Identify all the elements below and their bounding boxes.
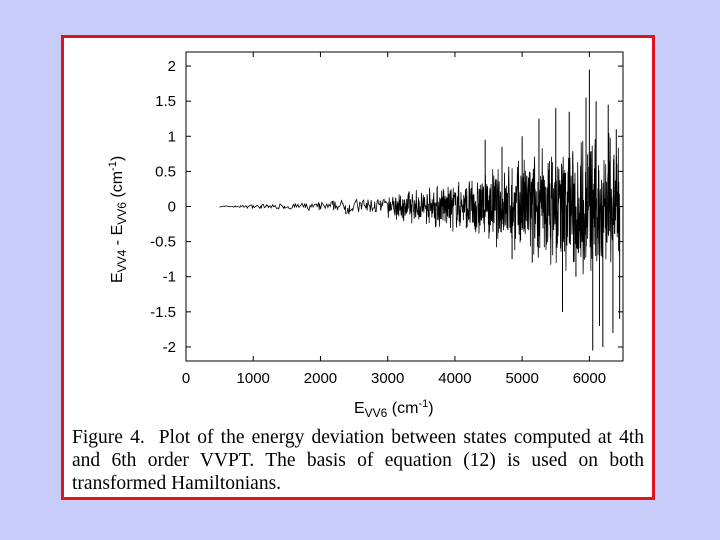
x-tick-label: 1000 xyxy=(237,370,270,387)
figure-label: Figure 4. xyxy=(72,427,145,448)
y-tick-label: 1 xyxy=(168,128,176,145)
y-label-sup: -1 xyxy=(107,161,119,171)
y-label-middle: - E xyxy=(109,225,126,250)
y-label-sub2: VV6 xyxy=(115,202,129,225)
figure-frame: 0 1000 2000 3000 4000 5000 6000 2 1.5 1 0.5 0 -0.5 -… xyxy=(61,35,655,500)
y-tick-label: 2 xyxy=(168,58,176,75)
x-label-unit-close: ) xyxy=(428,400,433,417)
x-tick-label: 2000 xyxy=(304,370,337,387)
series-line xyxy=(219,132,620,275)
y-tick-label: 0.5 xyxy=(155,163,176,180)
y-tick-label: -0.5 xyxy=(150,234,176,251)
x-tick-label: 5000 xyxy=(505,370,538,387)
y-tick-label: -1 xyxy=(163,269,176,286)
x-label-unit-open: (cm xyxy=(387,400,418,417)
x-axis-label: EVV6 (cm-1) xyxy=(354,398,434,418)
x-tick-label: 0 xyxy=(182,370,190,387)
y-axis-ticks: 2 1.5 1 0.5 0 -0.5 -1 -1.5 -2 xyxy=(150,58,623,356)
y-tick-label: 0 xyxy=(168,199,176,216)
figure-caption: Figure 4. Plot of the energy deviation be… xyxy=(72,426,644,495)
chart: 0 1000 2000 3000 4000 5000 6000 2 1.5 1 0.5 0 -0.5 -… xyxy=(107,51,624,418)
y-label-main: E xyxy=(109,272,126,283)
y-axis-label: EVV4 - EVV6 (cm-1) xyxy=(107,156,129,283)
x-axis-ticks: 0 1000 2000 3000 4000 5000 6000 xyxy=(182,52,606,387)
y-label-unit-close: ) xyxy=(109,156,126,161)
x-label-sup: -1 xyxy=(418,398,428,410)
y-label-unit-open: (cm xyxy=(109,171,126,202)
x-label-sub: VV6 xyxy=(365,406,388,418)
x-tick-label: 4000 xyxy=(438,370,471,387)
x-label-main: E xyxy=(354,400,365,417)
y-label-sub1: VV4 xyxy=(115,249,129,272)
caption-text: Plot of the energy deviation between sta… xyxy=(72,427,645,494)
y-tick-label: 1.5 xyxy=(155,93,176,110)
x-tick-label: 6000 xyxy=(573,370,606,387)
y-tick-label: -2 xyxy=(163,339,176,356)
y-tick-label: -1.5 xyxy=(150,304,176,321)
x-tick-label: 3000 xyxy=(371,370,404,387)
series-deviation xyxy=(219,69,621,351)
